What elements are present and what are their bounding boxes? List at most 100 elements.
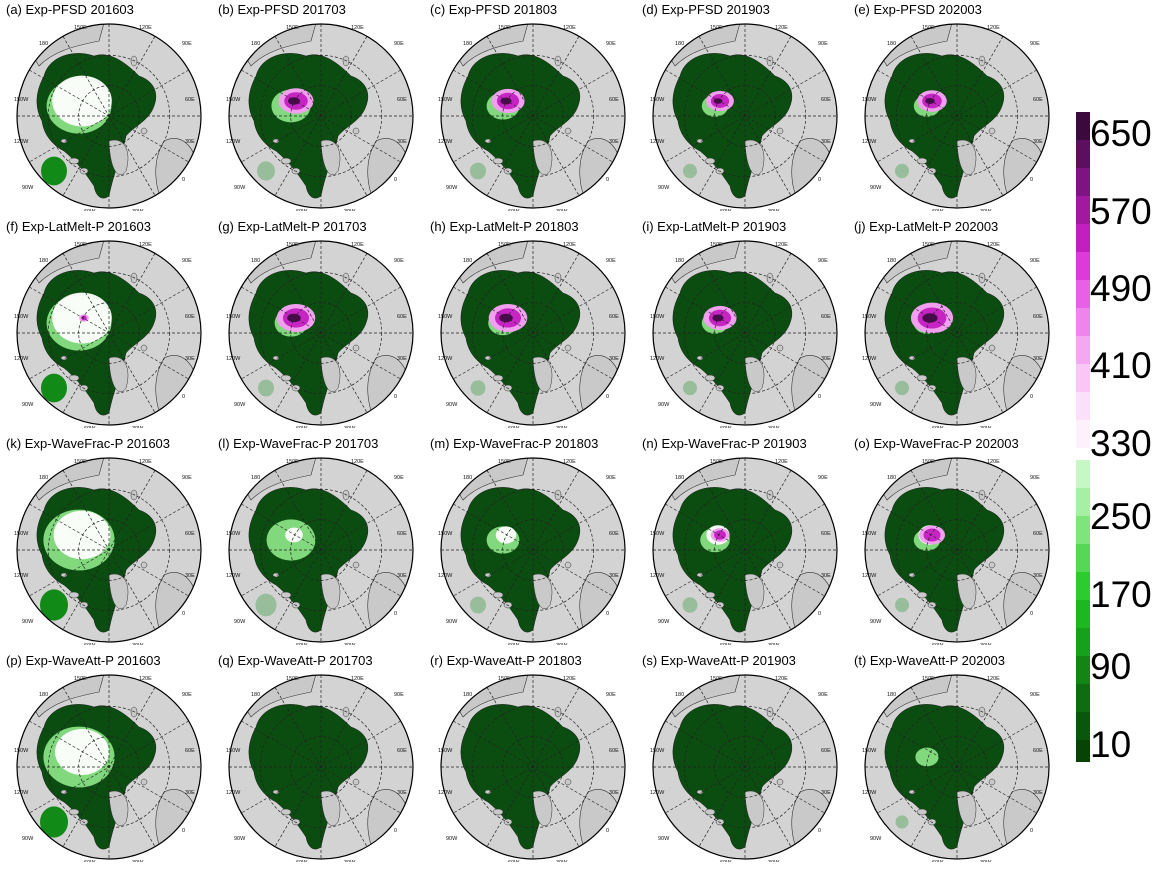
polar-map: 150E 180 120E 90E 150W 120W 90W 60E 30E 0 60W 30W <box>438 23 626 211</box>
meridian-label: 0 <box>1030 828 1033 834</box>
meridian-label: 180 <box>251 258 260 264</box>
meridian-label: 150E <box>710 242 723 248</box>
thickness-mid-green <box>41 373 67 403</box>
colorbar-segment <box>1076 628 1090 656</box>
thickness-mid-green <box>470 162 486 180</box>
colorbar-segment <box>1076 516 1090 544</box>
meridian-label: 60E <box>609 748 619 754</box>
meridian-label: 180 <box>251 475 260 481</box>
meridian-label: 30E <box>609 139 619 145</box>
island <box>696 138 704 144</box>
thickness-dark-purple <box>288 97 300 105</box>
meridian-label: 30W <box>556 426 568 428</box>
meridian-label: 120E <box>987 25 1000 31</box>
meridian-label: 150W <box>438 97 453 103</box>
meridian-label: 150W <box>650 314 665 320</box>
map-border <box>864 674 1050 860</box>
island <box>908 572 916 578</box>
island <box>140 778 148 786</box>
panel-title: (g) Exp-LatMelt-P 201703 <box>218 219 367 234</box>
landmass <box>956 139 977 175</box>
map-panel: (r) Exp-WaveAtt-P 201803 150E 180 120E 90E 15… <box>424 653 636 870</box>
meridian-label: 30E <box>1033 790 1043 796</box>
meridian-label: 30E <box>821 139 831 145</box>
meridian-line <box>453 286 613 380</box>
colorbar-segment <box>1076 740 1090 768</box>
meridian-label: 60W <box>296 426 308 428</box>
island <box>272 355 280 361</box>
meridian-label: 120E <box>139 676 152 682</box>
meridian-label: 30E <box>397 139 407 145</box>
colorbar-segment <box>1076 656 1090 684</box>
meridian-label: 0 <box>1030 611 1033 617</box>
meridian-label: 30E <box>185 139 195 145</box>
polar-map: 150E 180 120E 90E 150W 120W 90W 60E 30E 0 60W 30W <box>650 240 838 428</box>
thickness-dark-purple <box>713 98 723 104</box>
meridian-label: 90W <box>870 185 882 191</box>
polar-map: 150E 180 120E 90E 150W 120W 90W 60E 30E 0 60W 30W <box>226 674 414 862</box>
meridian-line <box>241 69 401 163</box>
meridian-label: 150W <box>438 314 453 320</box>
map-border <box>228 457 414 643</box>
meridian-label: 60W <box>508 426 520 428</box>
map-panel: (a) Exp-PFSD 201603 150E 180 120E 90E 150W 120… <box>0 2 212 219</box>
colorbar-label: 170 <box>1090 574 1152 615</box>
meridian-label: 150E <box>74 459 87 465</box>
meridian-label: 60W <box>508 209 520 211</box>
meridian-label: 0 <box>182 828 185 834</box>
meridian-label: 90E <box>182 258 192 264</box>
thickness-dark-purple <box>499 313 513 323</box>
island <box>564 778 572 786</box>
panel-title: (p) Exp-WaveAtt-P 201603 <box>6 653 161 668</box>
meridian-label: 120W <box>14 573 29 579</box>
meridian-label: 0 <box>818 394 821 400</box>
meridian-label: 30E <box>397 573 407 579</box>
meridian-label: 120E <box>775 25 788 31</box>
meridian-line <box>241 503 401 597</box>
meridian-label: 150E <box>498 25 511 31</box>
colorbar-segment <box>1076 196 1090 224</box>
island <box>492 591 504 599</box>
landmass <box>532 356 553 392</box>
map-border <box>652 240 838 426</box>
panel-title: (b) Exp-PFSD 201703 <box>218 2 346 17</box>
meridian-label: 150E <box>498 242 511 248</box>
meridian-label: 60E <box>821 531 831 537</box>
map-border <box>16 240 202 426</box>
meridian-label: 180 <box>463 41 472 47</box>
panel-title: (c) Exp-PFSD 201803 <box>430 2 558 17</box>
meridian-label: 150W <box>650 97 665 103</box>
landmass <box>956 356 977 392</box>
meridian-label: 90W <box>658 185 670 191</box>
island <box>704 157 716 165</box>
meridian-label: 150E <box>922 459 935 465</box>
island <box>988 778 996 786</box>
meridian-label: 0 <box>182 394 185 400</box>
meridian-label: 0 <box>818 828 821 834</box>
panel-title: (r) Exp-WaveAtt-P 201803 <box>430 653 582 668</box>
meridian-label: 120E <box>563 676 576 682</box>
map-panel: (i) Exp-LatMelt-P 201903 150E 180 120E 90E 15… <box>636 219 848 436</box>
meridian-label: 180 <box>887 692 896 698</box>
meridian-label: 150W <box>226 314 241 320</box>
meridian-label: 30W <box>344 643 356 645</box>
meridian-label: 60W <box>84 209 96 211</box>
meridian-line <box>453 69 613 163</box>
meridian-label: 150E <box>922 25 935 31</box>
colorbar-segment <box>1076 308 1090 336</box>
map-border <box>864 240 1050 426</box>
thickness-mid-green <box>470 380 486 396</box>
landmass <box>320 790 341 826</box>
map-border <box>16 23 202 209</box>
meridian-label: 150E <box>74 242 87 248</box>
map-border <box>652 23 838 209</box>
polar-map: 150E 180 120E 90E 150W 120W 90W 60E 30E 0 60W 30W <box>862 674 1050 862</box>
meridian-label: 150E <box>710 25 723 31</box>
meridian-label: 60W <box>720 860 732 862</box>
thickness-white <box>495 526 517 544</box>
panel-title: (t) Exp-WaveAtt-P 202003 <box>854 653 1006 668</box>
meridian-label: 60W <box>296 860 308 862</box>
meridian-label: 180 <box>39 258 48 264</box>
meridian-label: 0 <box>1030 394 1033 400</box>
meridian-label: 90W <box>234 619 246 625</box>
